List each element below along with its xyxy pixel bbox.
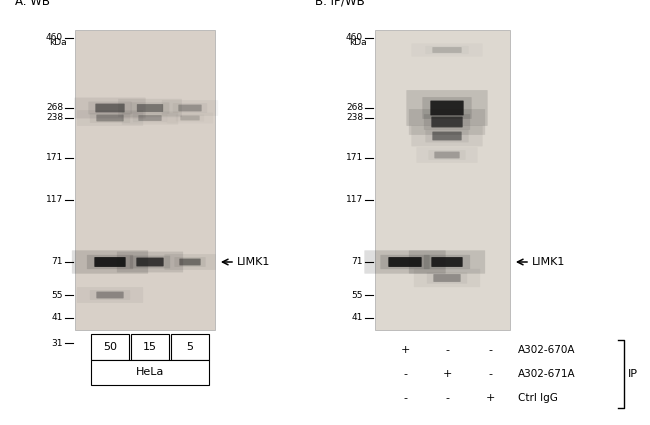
Text: kDa: kDa (49, 38, 67, 47)
FancyBboxPatch shape (130, 255, 170, 269)
Text: 50: 50 (103, 342, 117, 352)
FancyBboxPatch shape (434, 152, 460, 159)
Text: 117: 117 (46, 196, 63, 204)
FancyBboxPatch shape (136, 258, 164, 266)
FancyBboxPatch shape (414, 269, 480, 287)
FancyBboxPatch shape (432, 47, 461, 53)
Text: A. WB: A. WB (15, 0, 50, 8)
FancyBboxPatch shape (380, 255, 430, 269)
Text: -: - (445, 345, 449, 355)
Text: +: + (442, 369, 452, 379)
Text: LIMK1: LIMK1 (237, 257, 270, 267)
FancyBboxPatch shape (388, 257, 422, 267)
Text: 117: 117 (346, 196, 363, 204)
FancyBboxPatch shape (409, 109, 485, 135)
FancyBboxPatch shape (94, 257, 125, 267)
FancyBboxPatch shape (138, 115, 162, 121)
Bar (91, 360, 209, 385)
FancyBboxPatch shape (425, 130, 469, 142)
FancyBboxPatch shape (164, 254, 216, 270)
FancyBboxPatch shape (432, 257, 463, 267)
Bar (131, 334, 169, 360)
Text: 71: 71 (51, 258, 63, 266)
FancyBboxPatch shape (434, 274, 461, 282)
FancyBboxPatch shape (88, 102, 132, 114)
FancyBboxPatch shape (131, 102, 170, 113)
FancyBboxPatch shape (432, 132, 461, 140)
Bar (375, 30, 510, 330)
FancyBboxPatch shape (77, 110, 143, 126)
FancyBboxPatch shape (432, 116, 463, 127)
FancyBboxPatch shape (90, 290, 130, 300)
Text: 268: 268 (46, 104, 63, 113)
Text: 460: 460 (346, 34, 363, 43)
FancyBboxPatch shape (179, 258, 201, 266)
Text: -: - (403, 369, 407, 379)
FancyBboxPatch shape (427, 272, 467, 283)
Bar (171, 334, 209, 360)
Text: Ctrl IgG: Ctrl IgG (518, 393, 558, 403)
Text: 171: 171 (46, 153, 63, 162)
FancyBboxPatch shape (174, 257, 205, 267)
Text: kDa: kDa (350, 38, 367, 47)
FancyBboxPatch shape (365, 250, 446, 274)
FancyBboxPatch shape (424, 255, 470, 269)
FancyBboxPatch shape (180, 116, 200, 120)
Bar (75, 30, 215, 330)
Text: LIMK1: LIMK1 (532, 257, 566, 267)
FancyBboxPatch shape (424, 114, 470, 130)
FancyBboxPatch shape (178, 105, 202, 111)
Text: -: - (488, 345, 492, 355)
FancyBboxPatch shape (96, 104, 125, 113)
Text: 460: 460 (46, 34, 63, 43)
FancyBboxPatch shape (430, 101, 463, 116)
FancyBboxPatch shape (96, 115, 124, 122)
FancyBboxPatch shape (87, 255, 133, 269)
Text: -: - (488, 369, 492, 379)
FancyBboxPatch shape (411, 125, 483, 147)
Text: 238: 238 (46, 113, 63, 122)
Text: 55: 55 (352, 291, 363, 300)
FancyBboxPatch shape (409, 250, 485, 274)
FancyBboxPatch shape (77, 287, 143, 303)
Text: 41: 41 (51, 314, 63, 323)
FancyBboxPatch shape (74, 98, 146, 119)
FancyBboxPatch shape (422, 97, 472, 119)
Text: 41: 41 (352, 314, 363, 323)
Text: 71: 71 (352, 258, 363, 266)
Text: A302-670A: A302-670A (518, 345, 575, 355)
Text: +: + (400, 345, 410, 355)
FancyBboxPatch shape (72, 250, 148, 274)
FancyBboxPatch shape (137, 104, 163, 112)
Text: 268: 268 (346, 104, 363, 113)
Text: 55: 55 (51, 291, 63, 300)
Text: 5: 5 (187, 342, 194, 352)
Bar (91, 334, 129, 360)
Text: -: - (403, 393, 407, 403)
Text: 31: 31 (51, 338, 63, 348)
Text: A302-671A: A302-671A (518, 369, 576, 379)
Text: 171: 171 (346, 153, 363, 162)
FancyBboxPatch shape (96, 292, 124, 298)
Text: IP: IP (628, 369, 638, 379)
Text: B. IP/WB: B. IP/WB (315, 0, 365, 8)
FancyBboxPatch shape (90, 113, 130, 123)
Text: 238: 238 (346, 113, 363, 122)
Text: +: + (486, 393, 495, 403)
Text: 15: 15 (143, 342, 157, 352)
Text: HeLa: HeLa (136, 367, 164, 377)
Text: -: - (445, 393, 449, 403)
FancyBboxPatch shape (118, 99, 182, 117)
FancyBboxPatch shape (406, 90, 488, 126)
FancyBboxPatch shape (117, 252, 183, 272)
